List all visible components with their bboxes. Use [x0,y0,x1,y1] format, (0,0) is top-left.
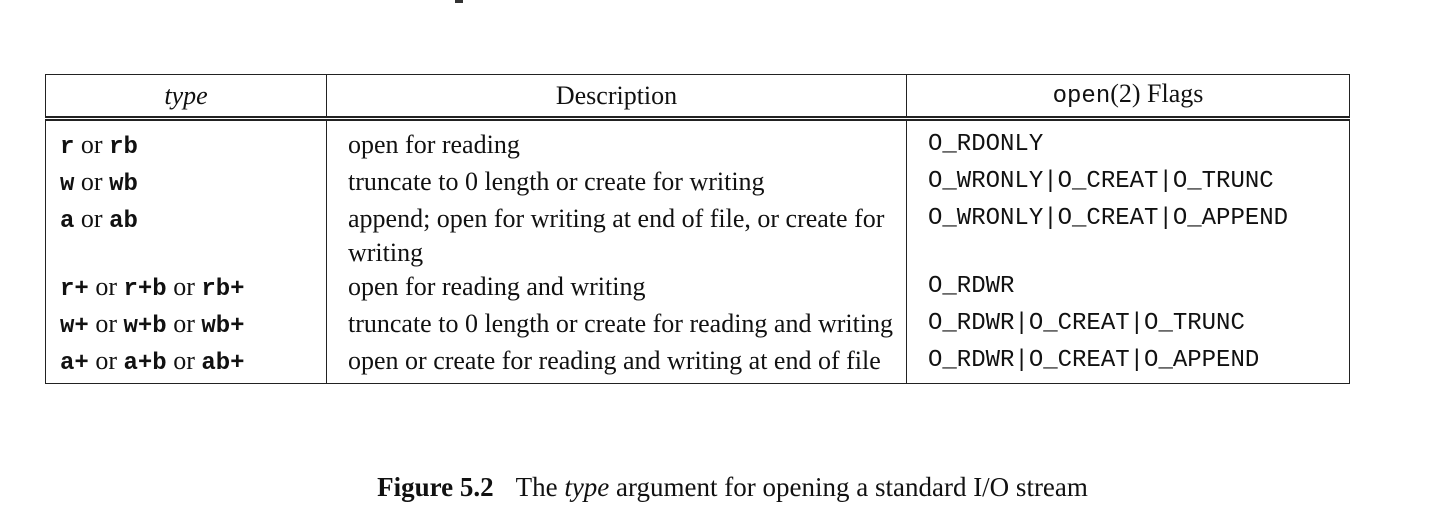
type-mode-code: rb+ [201,276,245,303]
figure-label: Figure 5.2 [377,472,494,502]
type-cell: w or wb [45,165,327,202]
type-mode-code: a+b [123,350,167,377]
type-or-text: or [74,130,110,159]
type-cell: a or ab [45,202,327,270]
type-mode-code: ab+ [201,350,245,377]
type-or-text: or [74,167,110,196]
description-cell: truncate to 0 length or create for readi… [326,307,907,344]
header-flags-label: (2) Flags [1110,79,1204,108]
type-mode-code: r+ [60,276,89,303]
header-open-code: open [1052,83,1111,110]
header-open-flags: open(2) Flags [906,74,1350,121]
type-cell: r or rb [45,118,327,165]
flags-cell: O_WRONLY|O_CREAT|O_TRUNC [906,165,1350,202]
figure-caption: Figure 5.2 The type argument for opening … [0,470,1441,504]
caption-text-after: argument for opening a standard I/O stre… [609,472,1088,502]
type-mode-code: r+b [123,276,167,303]
type-or-text: or [166,346,202,375]
type-mode-code: wb+ [201,313,245,340]
type-mode-code: ab [109,208,138,235]
type-mode-code: a [60,208,75,235]
flags-cell: O_RDWR|O_CREAT|O_TRUNC [906,307,1350,344]
header-type: type [45,74,327,121]
type-mode-code: w [60,171,75,198]
description-cell: open for reading and writing [326,270,907,307]
type-mode-code: r [60,134,75,161]
description-cell: open for reading [326,118,907,165]
type-mode-code: a+ [60,350,89,377]
type-mode-code: w+b [123,313,167,340]
table-row: r or rb open for reading O_RDONLY [45,118,1350,165]
type-mode-code: w+ [60,313,89,340]
header-description: Description [326,74,907,121]
type-cell: a+ or a+b or ab+ [45,344,327,384]
type-cell: r+ or r+b or rb+ [45,270,327,307]
table-row: r+ or r+b or rb+ open for reading and wri… [45,270,1350,307]
page-fragment-mark [455,0,463,3]
caption-text-before: The [515,472,565,502]
table-header-row: type Description open(2) Flags [45,74,1350,121]
type-or-text: or [88,309,124,338]
type-mode-code: rb [109,134,138,161]
description-cell: append; open for writing at end of file,… [326,202,907,270]
fopen-type-table: type Description open(2) Flags r or rb op… [45,74,1350,384]
type-or-text: or [166,272,202,301]
type-or-text: or [88,272,124,301]
type-mode-code: wb [109,171,138,198]
type-cell: w+ or w+b or wb+ [45,307,327,344]
description-cell: open or create for reading and writing a… [326,344,907,384]
table-row: a or ab append; open for writing at end o… [45,202,1350,270]
type-or-text: or [74,204,110,233]
table-row: a+ or a+b or ab+ open or create for readi… [45,344,1350,384]
table-row: w or wb truncate to 0 length or create fo… [45,165,1350,202]
type-or-text: or [88,346,124,375]
type-or-text: or [166,309,202,338]
flags-cell: O_RDONLY [906,118,1350,165]
flags-cell: O_WRONLY|O_CREAT|O_APPEND [906,202,1350,270]
flags-cell: O_RDWR [906,270,1350,307]
flags-cell: O_RDWR|O_CREAT|O_APPEND [906,344,1350,384]
caption-text-italic: type [564,472,610,502]
description-cell: truncate to 0 length or create for writi… [326,165,907,202]
table-row: w+ or w+b or wb+ truncate to 0 length or … [45,307,1350,344]
